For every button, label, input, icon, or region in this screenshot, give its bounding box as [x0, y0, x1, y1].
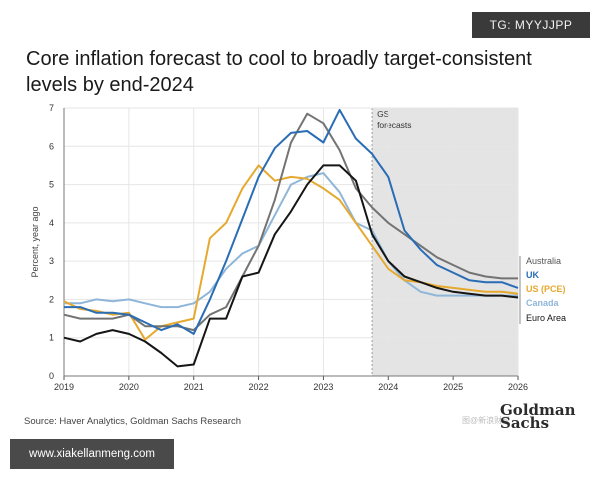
forecast-label-line-1: GS [377, 109, 390, 119]
forecast-label-line-2: forecasts [377, 120, 412, 130]
y-tick-label: 7 [49, 103, 54, 113]
series-label-uk: UK [526, 270, 539, 280]
x-tick-label: 2021 [184, 382, 204, 392]
series-label-canada: Canada [526, 298, 560, 308]
forecast-region [372, 108, 518, 376]
goldman-sachs-logo: Goldman Sachs [500, 401, 580, 432]
logo-line-2: Sachs [500, 414, 550, 432]
x-tick-label: 2023 [313, 382, 333, 392]
y-tick-label: 3 [49, 256, 54, 266]
series-line-us_pce [63, 164, 519, 341]
chart-title: Core inflation forecast to cool to broad… [26, 46, 586, 98]
series-line-australia [63, 112, 518, 332]
y-axis-title: Percent, year ago [30, 206, 40, 277]
chart-title-line-2: levels by end-2024 [26, 74, 194, 96]
y-tick-label: 4 [49, 218, 54, 228]
series-line-euro_area [63, 164, 519, 368]
series-label-us_pce: US (PCE) [526, 284, 566, 294]
x-tick-label: 2026 [508, 382, 528, 392]
source-note: Source: Haver Analytics, Goldman Sachs R… [24, 416, 242, 427]
series-label-euro_area: Euro Area [526, 313, 566, 323]
chart-title-line-1: Core inflation forecast to cool to broad… [26, 48, 532, 70]
telegram-badge: TG: MYYJJPP [472, 12, 590, 38]
x-tick-label: 2025 [443, 382, 463, 392]
x-tick-label: 2020 [119, 382, 139, 392]
y-tick-label: 6 [49, 141, 54, 151]
y-tick-label: 1 [49, 333, 54, 343]
logo-line-1: Goldman [500, 401, 576, 419]
y-tick-label: 0 [49, 371, 54, 381]
series-label-australia: Australia [526, 256, 561, 266]
website-url-box: www.xiakellanmeng.com [10, 439, 174, 469]
y-tick-label: 2 [49, 294, 54, 304]
y-tick-label: 5 [49, 180, 54, 190]
series-line-canada [64, 172, 518, 309]
x-tick-label: 2024 [378, 382, 398, 392]
watermark-text: 图@新浪财经 [462, 416, 511, 425]
series-line-uk [64, 108, 519, 335]
x-tick-label: 2019 [54, 382, 74, 392]
x-tick-label: 2022 [249, 382, 269, 392]
